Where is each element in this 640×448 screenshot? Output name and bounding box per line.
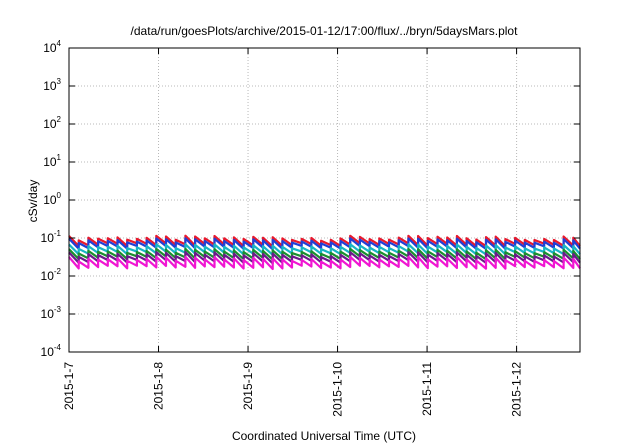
series-layer	[68, 234, 581, 271]
chart-title: /data/run/goesPlots/archive/2015-01-12/1…	[131, 24, 519, 38]
y-tick-label: 10-1	[41, 229, 62, 245]
y-tick-label: 101	[43, 153, 61, 169]
axis-ticks: 10-4 10-3 10-2 10-1 100 101 102 103 104 2015-1-7 2…	[41, 39, 580, 417]
x-tick-label: 2015-1-9	[241, 362, 255, 410]
y-axis-label: cSv/day	[26, 180, 40, 223]
x-tick-label: 2015-1-10	[331, 362, 345, 417]
y-tick-label: 102	[43, 115, 61, 131]
y-tick-label: 10-2	[41, 267, 62, 283]
y-tick-label: 100	[43, 191, 61, 207]
x-tick-label: 2015-1-8	[152, 362, 166, 410]
y-tick-label: 10-4	[41, 343, 62, 359]
x-tick-label: 2015-1-7	[62, 362, 76, 410]
y-tick-label: 103	[43, 77, 61, 93]
x-tick-label: 2015-1-11	[420, 362, 434, 416]
series-line-6	[68, 255, 581, 271]
x-tick-label: 2015-1-12	[510, 362, 524, 417]
grid-lines	[69, 48, 580, 352]
y-tick-label: 10-3	[41, 305, 62, 321]
plot-frame	[68, 47, 581, 353]
x-axis-label: Coordinated Universal Time (UTC)	[232, 429, 416, 443]
y-tick-label: 104	[43, 39, 61, 55]
